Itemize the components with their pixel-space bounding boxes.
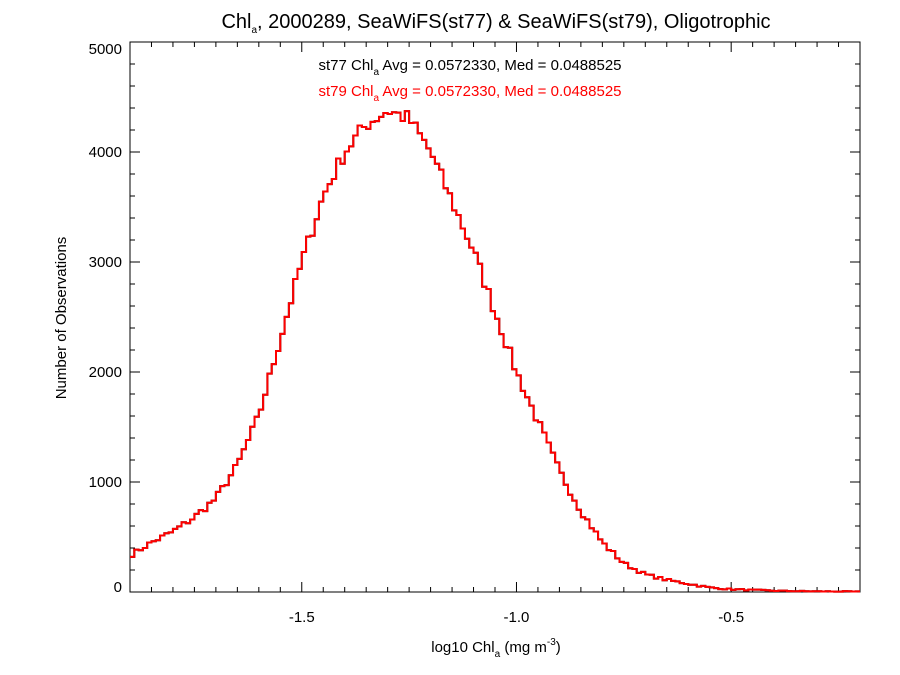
y-axis-ticks: 0 1000 2000 3000 4000 5000 — [89, 41, 860, 596]
x-axis-ticks: -1.5 -1.0 -0.5 — [150, 42, 840, 626]
series-line-st79 — [130, 110, 860, 593]
y-axis-label: Number of Observations — [53, 237, 70, 400]
y-tick-label: 3000 — [89, 254, 122, 271]
y-tick-label: 0 — [114, 579, 122, 596]
x-tick-label: -1.5 — [289, 609, 315, 626]
series-group — [130, 110, 860, 593]
annotation-st79: st79 Chla Avg = 0.0572330, Med = 0.04885… — [318, 83, 621, 104]
x-axis-label: log10 Chla (mg m-3) — [431, 637, 561, 660]
y-tick-label: 2000 — [89, 364, 122, 381]
y-tick-label: 4000 — [89, 144, 122, 161]
x-tick-label: -0.5 — [718, 609, 744, 626]
chart-title: Chla, 2000289, SeaWiFS(st77) & SeaWiFS(s… — [221, 11, 770, 36]
y-tick-label: 5000 — [89, 41, 122, 58]
annotation-st77: st77 Chla Avg = 0.0572330, Med = 0.04885… — [318, 57, 621, 78]
stats-annotations: st77 Chla Avg = 0.0572330, Med = 0.04885… — [318, 57, 621, 104]
x-tick-label: -1.0 — [504, 609, 530, 626]
y-tick-label: 1000 — [89, 474, 122, 491]
